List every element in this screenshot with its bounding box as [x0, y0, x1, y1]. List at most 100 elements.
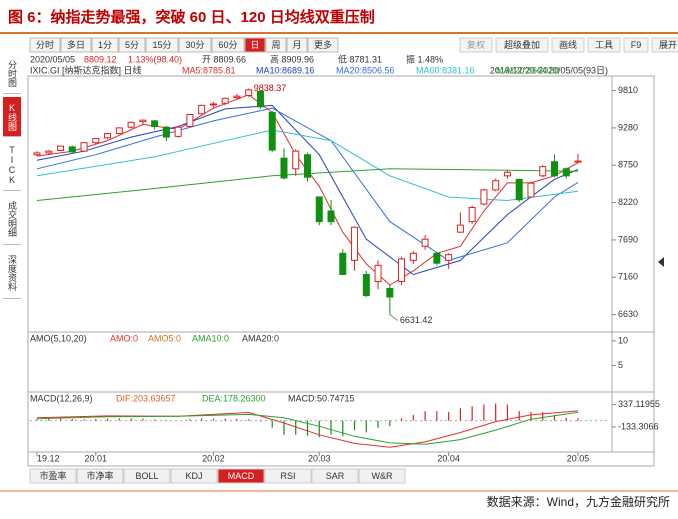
- legend-entry: MA60:8381.16: [416, 65, 475, 75]
- y-tick-label: 337.11955: [618, 399, 660, 409]
- candle-body: [57, 145, 65, 151]
- legend-entry: MACD:50.74715: [288, 393, 355, 403]
- toolbar-button[interactable]: [244, 37, 266, 53]
- indicator-tab[interactable]: [170, 468, 218, 484]
- x-tick-label: 19.12: [37, 453, 60, 463]
- candle-body: [92, 137, 100, 144]
- candle-body: [445, 254, 453, 261]
- candle-body: [245, 89, 253, 97]
- quote-item: 高 8909.96: [270, 53, 314, 64]
- candle-body: [304, 154, 311, 178]
- symbol: IXIC.GI [纳斯达克指数] 日线: [30, 64, 142, 75]
- toolbar-button[interactable]: [145, 37, 179, 53]
- candle-body: [186, 114, 194, 128]
- side-tab[interactable]: 成交明细: [3, 194, 21, 245]
- indicator-label: MACD: [228, 471, 255, 481]
- quote-item: 低 8781.31: [338, 53, 382, 64]
- toolbar-label: 复权: [467, 39, 485, 50]
- candle-body: [233, 95, 241, 99]
- indicator-tab[interactable]: [29, 468, 77, 484]
- y-tick-label: 8750: [618, 160, 638, 170]
- toolbar-button[interactable]: [178, 37, 212, 53]
- toolbar-label: 30分: [185, 40, 204, 50]
- y-tick-label: 9280: [618, 122, 638, 132]
- candle-body: [409, 252, 417, 261]
- toolbar-button[interactable]: [60, 37, 92, 53]
- candle-body: [115, 127, 123, 135]
- x-tick-label: 20.03: [308, 453, 331, 463]
- x-tick-label: 20.02: [202, 453, 225, 463]
- candle-body: [292, 150, 300, 170]
- legend-entry: MA10:8689.16: [256, 65, 315, 75]
- toolbar-label: 分时: [36, 39, 54, 50]
- quote-date: 2020/05/05: [30, 54, 75, 64]
- candle-body: [550, 161, 558, 177]
- quote-item: 振 1.48%: [406, 53, 443, 64]
- candle-body: [198, 104, 206, 115]
- candle-body: [339, 252, 347, 275]
- candle-body: [139, 119, 147, 123]
- toolbar-button[interactable]: [307, 37, 339, 53]
- candle-body: [80, 142, 88, 152]
- toolbar-button[interactable]: [29, 37, 61, 53]
- x-tick-label: 20.04: [437, 453, 460, 463]
- indicator-tab[interactable]: [311, 468, 359, 484]
- indicator-tab[interactable]: [217, 468, 265, 484]
- indicator-label: KDJ: [185, 471, 202, 481]
- ma-line: [36, 129, 579, 202]
- scroll-arrow[interactable]: [658, 257, 664, 267]
- candle-body: [162, 126, 170, 138]
- indicator-label: SAR: [326, 471, 345, 481]
- toolbar-label: 5分: [125, 40, 139, 50]
- toolbar-button[interactable]: [265, 37, 287, 53]
- candle-body: [527, 182, 535, 198]
- toolbar-button[interactable]: [623, 37, 649, 53]
- toolbar-button[interactable]: [211, 37, 245, 53]
- toolbar-label: 超级叠加: [504, 39, 540, 50]
- side-tab[interactable]: 深度资料: [3, 248, 21, 299]
- legend-entry: MACD(12,26,9): [30, 393, 93, 403]
- legend-entry: AMO(5,10,20): [30, 333, 87, 343]
- candle-body: [456, 224, 464, 233]
- indicator-tab[interactable]: [76, 468, 124, 484]
- indicator-label: 市净率: [86, 470, 113, 481]
- toolbar-button[interactable]: [551, 37, 585, 53]
- panel-frame: [27, 75, 655, 467]
- toolbar-button[interactable]: [118, 37, 146, 53]
- y-tick-label: 9810: [618, 85, 638, 95]
- toolbar-button[interactable]: [495, 37, 549, 53]
- candle-body: [374, 264, 382, 282]
- toolbar-button[interactable]: [91, 37, 119, 53]
- indicator-label: W&R: [372, 471, 393, 481]
- legend-entry: DEA:178.26300: [202, 393, 266, 403]
- macd-line: [36, 411, 579, 445]
- y-tick-label: 7160: [618, 272, 638, 282]
- x-tick-label: 20.01: [85, 453, 108, 463]
- toolbar-button[interactable]: [459, 37, 493, 53]
- toolbar-button[interactable]: [286, 37, 308, 53]
- legend-entry: AMO5:0: [148, 333, 181, 343]
- indicator-tab[interactable]: [358, 468, 406, 484]
- high-label: 9838.37: [254, 83, 287, 93]
- candle-body: [151, 120, 159, 128]
- toolbar-button[interactable]: [587, 37, 621, 53]
- toolbar-button[interactable]: [651, 37, 678, 53]
- side-tab[interactable]: TICK: [3, 140, 21, 191]
- indicator-tab[interactable]: [123, 468, 171, 484]
- candle-body: [45, 150, 53, 154]
- candle-body: [398, 258, 406, 283]
- indicator-tab[interactable]: [264, 468, 312, 484]
- toolbar-label: F9: [631, 40, 642, 50]
- side-tab[interactable]: 分时图: [3, 54, 21, 94]
- source: 数据来源：Wind，九方金融研究所: [487, 494, 670, 509]
- side-tab[interactable]: K线图: [3, 97, 21, 137]
- legend-entry: AMA20:0: [242, 333, 279, 343]
- legend-entry: DIF:203.63657: [116, 393, 176, 403]
- candle-body: [562, 168, 570, 177]
- toolbar-label: 更多: [314, 39, 332, 50]
- candle-body: [480, 189, 488, 205]
- candle-body: [351, 226, 359, 261]
- quote-item: 开 8809.66: [202, 54, 246, 64]
